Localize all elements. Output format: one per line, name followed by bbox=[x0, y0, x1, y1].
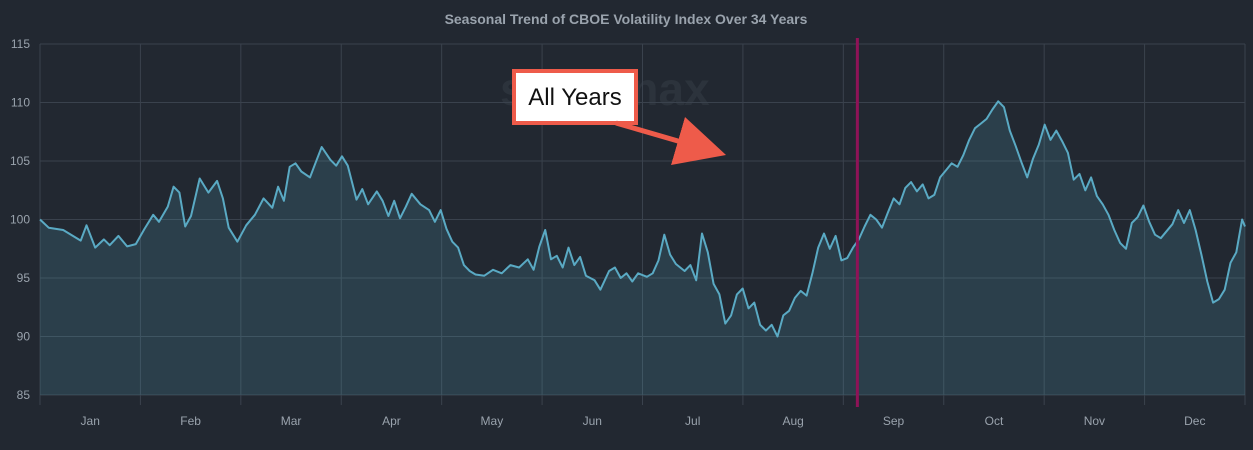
x-tick-label: Jun bbox=[583, 414, 602, 428]
series-line bbox=[39, 100, 1246, 338]
y-tick-label: 95 bbox=[17, 271, 31, 285]
x-tick-label: Feb bbox=[180, 414, 201, 428]
annotation-label: All Years bbox=[528, 84, 621, 111]
x-tick-label: Apr bbox=[382, 414, 401, 428]
x-tick-label: Jul bbox=[685, 414, 700, 428]
x-tick-label: Mar bbox=[281, 414, 302, 428]
y-tick-label: 110 bbox=[11, 96, 30, 110]
x-tick-label: Jan bbox=[81, 414, 100, 428]
x-tick-label: Oct bbox=[985, 414, 1004, 428]
x-tick-label: Dec bbox=[1184, 414, 1205, 428]
x-tick-label: Aug bbox=[782, 414, 803, 428]
y-tick-label: 90 bbox=[17, 330, 31, 344]
series-area bbox=[40, 101, 1245, 396]
x-axis-tick-labels: Jan Feb Mar Apr May Jun Jul Aug Sep Oct Nov Dec bbox=[81, 414, 1206, 428]
chart-title: Seasonal Trend of CBOE Volatility Index … bbox=[445, 11, 808, 27]
annotation-callout: All Years bbox=[512, 69, 727, 166]
series-layer bbox=[39, 100, 1246, 396]
annotation-arrow bbox=[615, 117, 727, 166]
annotation-box bbox=[512, 69, 638, 125]
x-gridlines bbox=[39, 44, 1246, 405]
y-axis-tick-labels: 85 90 95 100 105 110 115 bbox=[10, 37, 30, 402]
y-tick-label: 85 bbox=[17, 388, 31, 402]
y-tick-label: 115 bbox=[11, 37, 30, 51]
y-tick-label: 100 bbox=[10, 213, 30, 227]
x-tick-label: Sep bbox=[883, 414, 905, 428]
x-tick-label: Nov bbox=[1084, 414, 1105, 428]
y-tick-label: 105 bbox=[10, 154, 30, 168]
x-tick-label: May bbox=[481, 414, 504, 428]
